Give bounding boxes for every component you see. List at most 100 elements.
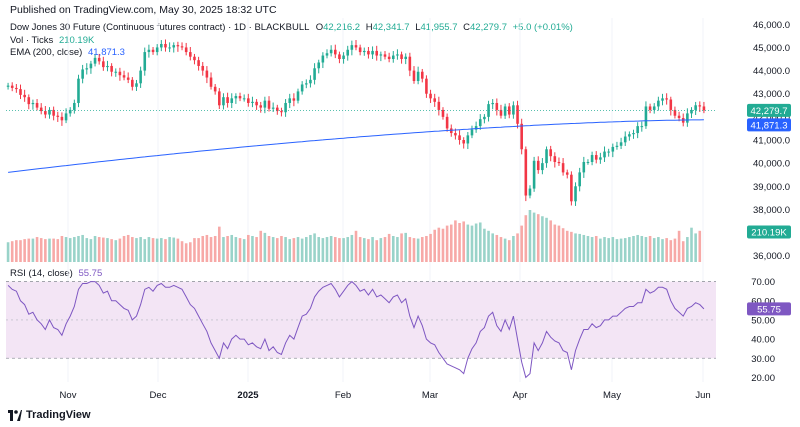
volume-badge-text: 210.19K [751, 228, 787, 239]
candle-body [338, 54, 341, 60]
candle-body [640, 126, 644, 128]
volume-bar [590, 237, 594, 262]
volume-bar [106, 238, 109, 262]
volume-bar [396, 237, 399, 262]
volume-bar [263, 232, 267, 262]
candle-body [582, 161, 586, 173]
candle-body [247, 98, 250, 103]
volume-bar [669, 240, 673, 262]
candle-body [520, 123, 523, 150]
volume-bar [85, 238, 89, 262]
volume-bar [247, 234, 250, 262]
volume-bar [292, 238, 296, 262]
volume-bar [458, 223, 461, 262]
volume-bar [271, 237, 275, 262]
volume-bar [19, 240, 22, 262]
volume-bar [429, 233, 432, 262]
candle-body [184, 47, 188, 53]
candle-body [690, 109, 693, 114]
volume-bar [408, 237, 412, 262]
volume-bar [255, 237, 258, 262]
rsi-label[interactable]: RSI (14, close) [10, 268, 73, 279]
candle-body [305, 83, 308, 85]
volume-bar [507, 240, 511, 262]
volume-bar [391, 236, 395, 262]
candle-body [19, 89, 22, 95]
candle-body [329, 49, 333, 54]
tradingview-logo-icon [8, 409, 22, 421]
candle-body [594, 155, 598, 160]
candle-body [114, 71, 118, 73]
rsi-tick-label: 30.00 [751, 354, 775, 365]
candles [6, 39, 706, 206]
rsi-badge-bg [747, 302, 791, 316]
volume-bar [135, 238, 138, 262]
volume-bar [213, 236, 217, 262]
volume-bar [184, 243, 188, 262]
candle-body [644, 106, 648, 127]
price-tick-label: 46,000.0 [753, 20, 790, 31]
volume-bar [126, 234, 130, 262]
candle-body [495, 102, 499, 110]
ema-label[interactable]: EMA (200, close) [10, 47, 83, 58]
volume-bar [81, 234, 84, 262]
change-value: +5.0 (+0.01%) [512, 22, 573, 33]
candle-body [85, 68, 89, 70]
candle-body [586, 161, 590, 163]
volume-bar [346, 237, 350, 262]
candle-body [189, 52, 192, 57]
candle-body [276, 107, 279, 112]
candle-body [375, 50, 379, 56]
candle-body [27, 97, 31, 105]
symbol-title[interactable]: Dow Jones 30 Future (Continuous futures … [10, 22, 310, 33]
volume-bar [259, 230, 263, 262]
candle-body [458, 135, 461, 140]
candle-body [383, 54, 387, 57]
volume-bar [665, 238, 668, 262]
candle-body [56, 115, 60, 117]
candle-body [118, 71, 122, 76]
candle-body [677, 115, 681, 119]
volume-bar [661, 239, 664, 262]
volume-bar [520, 225, 523, 262]
candle-body [242, 98, 246, 100]
candle-body [673, 109, 677, 116]
volume-bar [151, 238, 155, 262]
rsi-badge-text: 55.75 [757, 304, 781, 315]
volume-bar [441, 228, 445, 262]
candle-body [549, 149, 552, 157]
candle-body [483, 116, 486, 120]
volume-bar [276, 238, 279, 262]
volume-bar [636, 234, 639, 262]
volume-bar [238, 238, 242, 262]
price-tick-label: 41,000.0 [753, 136, 790, 147]
volume-bar [321, 238, 325, 262]
open-label: O [315, 22, 324, 33]
candle-body [97, 57, 101, 62]
ema-badge: 41,871.3 [747, 118, 791, 132]
volume-label[interactable]: Vol · Ticks [10, 34, 54, 46]
candle-body [665, 98, 668, 100]
candle-body [565, 172, 569, 175]
volume-bar [574, 233, 577, 262]
volume-bar [491, 233, 494, 262]
volume-bar [462, 221, 465, 262]
rsi-value: 55.75 [78, 268, 103, 279]
candle-body [561, 163, 565, 173]
candle-body [81, 69, 84, 79]
volume-bar [317, 237, 321, 262]
volume-bar [478, 222, 482, 262]
volume-bar [230, 234, 234, 262]
rsi-tick-label: 60.00 [751, 296, 775, 307]
volume-bar [64, 237, 68, 262]
volume-bar [288, 239, 292, 262]
close-label: C [463, 22, 470, 33]
volume-bar [673, 238, 677, 262]
candle-body [623, 136, 627, 143]
volume-row: Vol · Ticks 210.19K [10, 35, 573, 48]
volume-bar [599, 238, 602, 262]
candle-body [474, 126, 478, 130]
candle-body [570, 174, 573, 202]
candle-body [516, 105, 519, 124]
